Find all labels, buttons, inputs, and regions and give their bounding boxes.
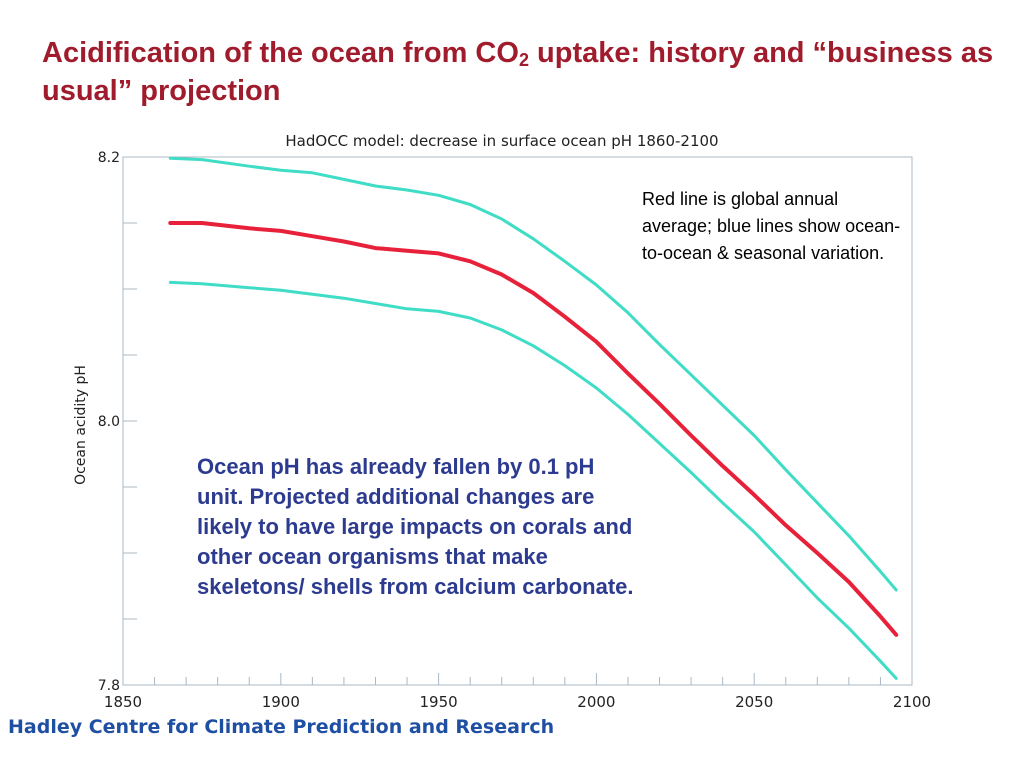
- y-tick-label: 7.8: [98, 678, 120, 694]
- y-tick-label: 8.2: [98, 150, 120, 166]
- x-tick-label: 2050: [735, 693, 773, 711]
- x-tick-label: 1850: [104, 693, 142, 711]
- series-line-lower: [168, 280, 898, 680]
- title-subscript: 2: [518, 50, 529, 70]
- title-part-2: uptake: history and “business as usual” …: [42, 37, 994, 107]
- x-tick-label: 2100: [893, 693, 931, 711]
- series-line-average: [168, 221, 899, 637]
- slide-title: Acidification of the ocean from CO2 upta…: [42, 34, 1002, 110]
- chart-panel: [0, 122, 940, 742]
- note-impacts: Ocean pH has already fallen by 0.1 pH un…: [197, 454, 634, 599]
- credit-line: Hadley Centre for Climate Prediction and…: [8, 716, 555, 738]
- series-line-upper: [168, 156, 898, 592]
- title-part-1: Acidification of the ocean from CO: [42, 37, 519, 69]
- x-tick-label: 1900: [262, 693, 300, 711]
- note-line-legend: Red line is global annual average; blue …: [642, 189, 901, 263]
- y-axis-label: Ocean acidity pH: [73, 365, 89, 485]
- chart-title: HadOCC model: decrease in surface ocean …: [285, 132, 718, 150]
- y-tick-label: 8.0: [98, 414, 120, 430]
- x-tick-label: 1950: [420, 693, 458, 711]
- x-tick-label: 2000: [577, 693, 615, 711]
